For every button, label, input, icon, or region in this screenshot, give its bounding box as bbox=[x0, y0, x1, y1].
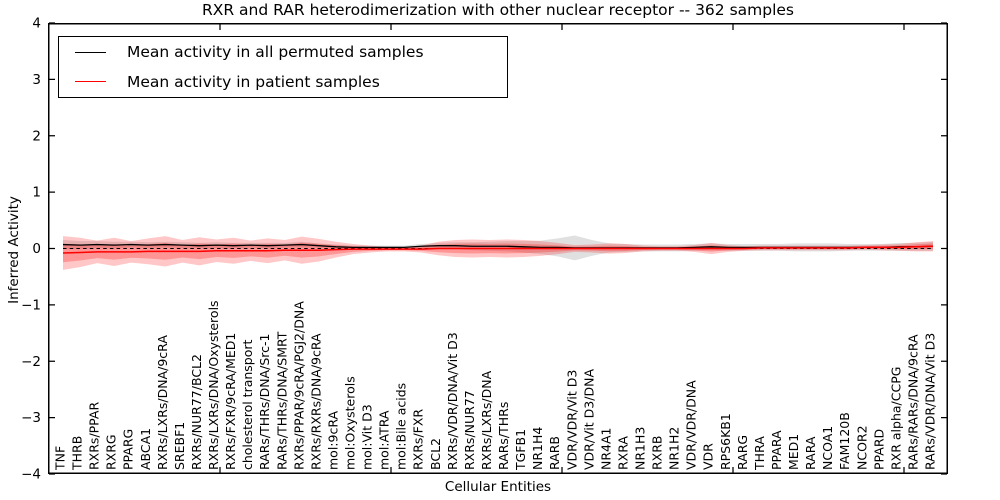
x-category-label: RPS6KB1 bbox=[718, 413, 733, 470]
x-category-label: NCOR2 bbox=[854, 425, 869, 470]
x-category-label: RARG bbox=[735, 435, 750, 470]
x-category-label: TGFB1 bbox=[513, 429, 528, 471]
x-category-label: MED1 bbox=[786, 434, 801, 470]
legend-line-patient-icon bbox=[75, 81, 106, 83]
x-category-label: mol:Vit D3 bbox=[360, 404, 375, 470]
x-category-label: RXR alpha/CCPG bbox=[888, 367, 903, 470]
y-axis-label: Inferred Activity bbox=[6, 196, 22, 304]
x-category-label: RXRs/LXRs/DNA/Oxysterols bbox=[206, 300, 221, 470]
x-category-label: PPARG bbox=[121, 429, 136, 470]
chart-title: RXR and RAR heterodimerization with othe… bbox=[201, 1, 795, 19]
axes-frame bbox=[48, 23, 948, 474]
x-category-label: cholesterol transport bbox=[240, 339, 255, 470]
x-category-label: VDR/VDR/DNA bbox=[684, 380, 699, 470]
x-axis-label: Cellular Entities bbox=[444, 479, 552, 495]
legend-line-permuted-icon bbox=[75, 51, 106, 53]
x-category-label: VDR/VDR/Vit D3 bbox=[564, 370, 579, 470]
x-category-label: PPARA bbox=[769, 430, 784, 470]
x-category-label: RXRs/PPAR bbox=[87, 402, 102, 470]
y-tick-label: −3 bbox=[21, 410, 41, 426]
legend-entry-patient: Mean activity in patient samples bbox=[59, 68, 507, 96]
x-category-label: RARs/THRs/DNA/Src-1 bbox=[257, 334, 272, 470]
series-line-patient bbox=[62, 245, 934, 254]
confidence-band-patient-inner bbox=[63, 242, 933, 263]
x-category-label: NCOA1 bbox=[820, 426, 835, 470]
x-category-label: RXRs/PPAR/9cRA/PGJ2/DNA bbox=[291, 301, 306, 470]
x-category-label: RARs/THRs/DNA/SMRT bbox=[274, 331, 289, 470]
x-category-label: RARB bbox=[547, 436, 562, 470]
x-category-label: THRA bbox=[752, 436, 767, 471]
legend-label-permuted: Mean activity in all permuted samples bbox=[127, 43, 424, 62]
x-category-label: NR1H3 bbox=[633, 427, 648, 470]
legend-entry-permuted: Mean activity in all permuted samples bbox=[59, 38, 507, 66]
x-category-label: mol:9cRA bbox=[325, 410, 340, 470]
y-tick-label: 2 bbox=[32, 128, 41, 144]
x-category-label: NR4A1 bbox=[598, 428, 613, 471]
x-category-label: SREBF1 bbox=[172, 422, 187, 470]
y-tick-label: 0 bbox=[32, 241, 41, 257]
x-category-label: VDR/Vit D3/DNA bbox=[581, 369, 596, 470]
x-category-label: THRB bbox=[70, 436, 85, 471]
x-category-label: RXRB bbox=[650, 435, 665, 470]
x-category-label: mol:ATRA bbox=[377, 410, 392, 470]
x-category-label: RXRs/NUR77/BCL2 bbox=[189, 354, 204, 470]
x-category-label: RXRs/FXR bbox=[411, 409, 426, 470]
x-category-label: RARs/RARs/DNA/9cRA bbox=[905, 334, 920, 470]
x-category-label: RXRs/LXRs/DNA bbox=[479, 370, 494, 470]
x-category-label: RXRs/VDR/DNA/Vit D3 bbox=[445, 332, 460, 470]
x-category-label: ABCA1 bbox=[138, 428, 153, 470]
x-category-label: PPARD bbox=[871, 429, 886, 470]
x-category-label: BCL2 bbox=[428, 438, 443, 470]
x-category-label: NR1H2 bbox=[667, 427, 682, 470]
x-category-label: mol:Oxysterols bbox=[343, 376, 358, 470]
x-category-label: VDR bbox=[701, 443, 716, 470]
x-category-label: TNF bbox=[53, 446, 68, 471]
x-category-label: RXRs/LXRs/DNA/9cRA bbox=[155, 335, 170, 470]
confidence-band-patient bbox=[63, 236, 933, 270]
y-tick-label: −2 bbox=[21, 354, 41, 370]
legend-label-patient: Mean activity in patient samples bbox=[127, 72, 380, 91]
x-category-label: mol:Bile acids bbox=[394, 383, 409, 470]
legend: Mean activity in all permuted samples Me… bbox=[58, 36, 508, 98]
y-tick-label: −1 bbox=[21, 297, 41, 313]
y-tick-label: 3 bbox=[32, 72, 41, 88]
x-category-label: RARs/THRs bbox=[496, 402, 511, 470]
x-category-label: RXRs/RXRs/DNA/9cRA bbox=[308, 333, 323, 470]
x-category-label: RXRs/NUR77 bbox=[462, 390, 477, 470]
x-category-label: RARs/VDR/DNA/Vit D3 bbox=[923, 333, 938, 470]
x-category-label: NR1H4 bbox=[530, 427, 545, 470]
x-category-label: RARA bbox=[803, 436, 818, 470]
x-category-label: FAM120B bbox=[837, 412, 852, 470]
x-category-label: RXRA bbox=[615, 436, 630, 470]
y-tick-label: 4 bbox=[32, 16, 41, 32]
x-category-label: RXRG bbox=[104, 434, 119, 470]
y-tick-label: 1 bbox=[32, 185, 41, 201]
y-tick-label: −4 bbox=[21, 467, 41, 483]
x-category-label: RXRs/FXR/9cRA/MED1 bbox=[223, 333, 238, 470]
